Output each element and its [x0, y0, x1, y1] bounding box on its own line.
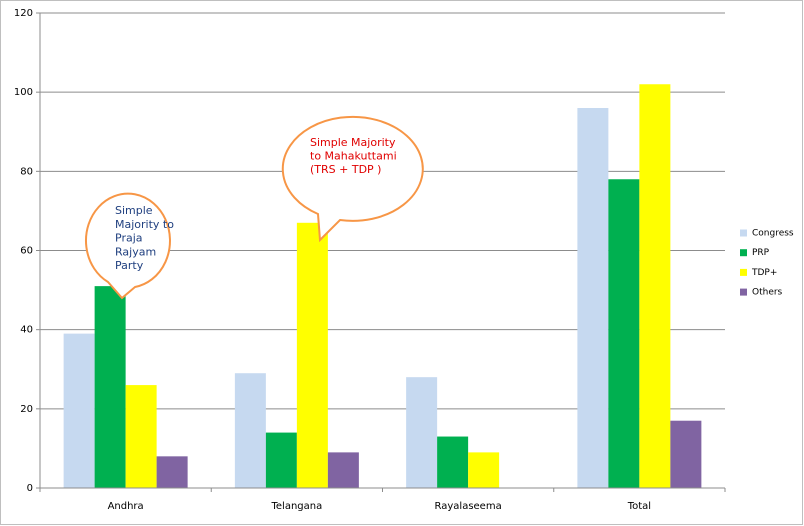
- x-tick-label: Total: [627, 501, 651, 512]
- bar: [406, 377, 438, 488]
- bar: [577, 108, 609, 488]
- callouts: [84, 115, 424, 300]
- y-tick-label: 0: [27, 483, 33, 494]
- bar: [468, 452, 500, 488]
- annotation-text: to Mahakuttami: [310, 150, 397, 163]
- bar: [265, 432, 297, 488]
- y-tick-label: 120: [14, 8, 33, 19]
- annotation-text: (TRS + TDP ): [310, 163, 381, 176]
- legend-label: Others: [752, 288, 783, 298]
- y-tick-label: 100: [14, 87, 33, 98]
- y-tick-label: 20: [20, 404, 33, 415]
- callout-bubble: [281, 115, 424, 243]
- bar: [639, 84, 671, 488]
- legend-swatch: [740, 229, 747, 237]
- legend-swatch: [740, 268, 747, 276]
- x-tick-label: Andhra: [108, 501, 144, 512]
- bar: [63, 333, 95, 488]
- bar: [156, 456, 188, 488]
- y-tick-label: 60: [20, 246, 33, 257]
- annotation-text: Simple Majority: [310, 136, 396, 149]
- legend-label: Congress: [752, 229, 794, 239]
- annotation-text: Majority to: [115, 218, 174, 231]
- bar: [296, 222, 328, 488]
- y-tick-label: 40: [20, 325, 33, 336]
- legend-swatch: [740, 288, 747, 296]
- bar: [234, 373, 266, 488]
- bar: [327, 452, 359, 488]
- callout-bubble: [84, 192, 171, 300]
- bar: [94, 286, 126, 488]
- annotation-text: Rajyam: [115, 245, 156, 258]
- annotation-text: Praja: [115, 232, 143, 245]
- y-tick-label: 80: [20, 166, 33, 177]
- legend-label: TDP+: [751, 268, 777, 278]
- bar: [670, 420, 702, 488]
- x-tick-label: Telangana: [271, 501, 323, 512]
- legend-swatch: [740, 249, 747, 257]
- legend-label: PRP: [752, 248, 770, 258]
- bar: [125, 385, 157, 488]
- x-tick-label: Rayalaseema: [435, 501, 502, 512]
- bar: [437, 436, 469, 488]
- bar: [608, 179, 640, 488]
- annotation-text: Party: [115, 259, 144, 272]
- annotation-text: Simple: [115, 204, 153, 217]
